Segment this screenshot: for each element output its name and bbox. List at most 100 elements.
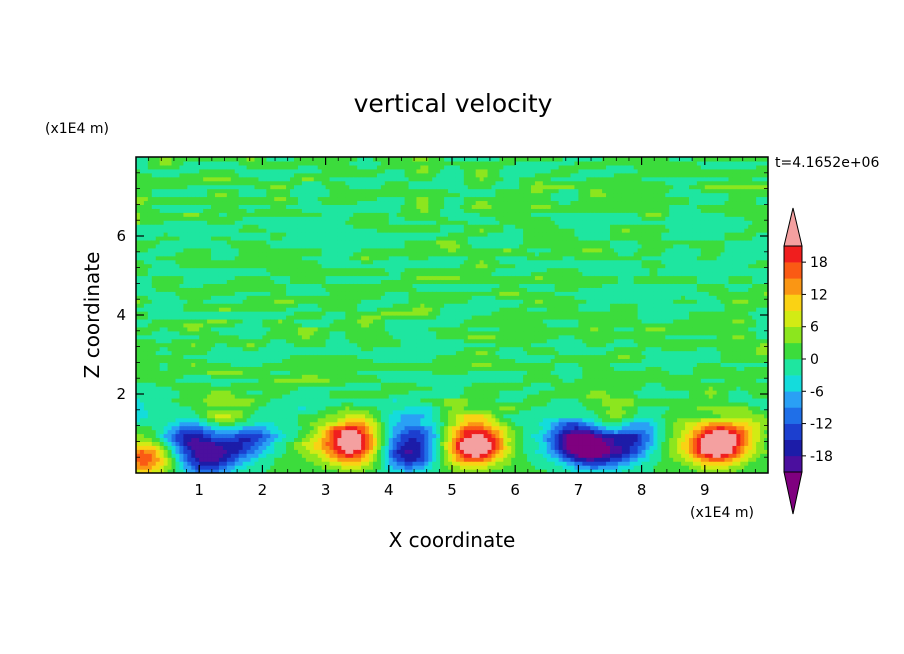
field-cell <box>139 378 145 383</box>
field-cell <box>191 283 196 288</box>
field-cell <box>313 409 319 415</box>
field-cell <box>286 228 291 233</box>
field-cell <box>317 326 323 332</box>
field-cell <box>341 326 346 332</box>
field-cell <box>191 259 196 265</box>
field-cell <box>191 160 196 166</box>
field-cell <box>199 453 204 458</box>
field-cell <box>294 311 299 316</box>
field-cell <box>207 303 212 308</box>
field-cell <box>222 374 228 379</box>
field-cell <box>294 196 299 202</box>
field-cell <box>337 287 342 292</box>
field-cell <box>361 303 366 308</box>
field-cell <box>313 334 319 340</box>
field-cell <box>262 433 267 439</box>
field-cell <box>309 354 315 360</box>
field-cell <box>230 465 236 470</box>
field-cell <box>282 374 287 379</box>
field-cell <box>175 358 181 363</box>
field-cell <box>329 275 335 281</box>
field-cell <box>163 358 169 363</box>
field-cell <box>329 441 335 446</box>
field-cell <box>341 251 346 257</box>
field-cell <box>333 164 339 170</box>
field-cell <box>183 283 188 288</box>
field-cell <box>151 295 157 300</box>
field-cell <box>155 180 161 186</box>
field-cell <box>341 342 346 348</box>
field-cell <box>329 358 335 363</box>
field-cell <box>321 421 327 427</box>
field-cell <box>282 192 287 198</box>
field-cell <box>234 168 240 174</box>
field-cell <box>309 311 315 316</box>
field-cell <box>266 378 271 383</box>
field-cell <box>203 370 208 375</box>
field-cell <box>317 228 323 233</box>
field-cell <box>203 425 208 431</box>
field-cell <box>207 437 212 442</box>
field-cell <box>278 216 283 221</box>
field-cell <box>238 457 244 462</box>
field-cell <box>337 180 342 186</box>
field-cell <box>266 374 271 379</box>
field-cell <box>349 164 354 170</box>
field-cell <box>187 318 192 324</box>
field-cell <box>337 220 342 225</box>
field-cell <box>270 311 275 316</box>
field-cell <box>380 445 386 450</box>
field-cell <box>151 251 157 257</box>
field-cell <box>325 429 331 435</box>
field-cell <box>230 322 236 328</box>
field-cell <box>337 271 342 277</box>
field-cell <box>274 184 279 190</box>
field-cell <box>317 469 323 473</box>
field-cell <box>317 397 323 403</box>
field-cell <box>199 370 204 375</box>
field-cell <box>317 413 323 419</box>
field-cell <box>211 243 216 249</box>
field-cell <box>321 295 327 300</box>
field-cell <box>337 247 342 253</box>
field-cell <box>337 469 342 473</box>
field-cell <box>167 220 173 225</box>
field-cell <box>167 299 173 304</box>
field-cell <box>222 228 228 233</box>
field-cell <box>361 457 366 462</box>
field-cell <box>163 465 169 470</box>
field-cell <box>207 160 212 166</box>
field-cell <box>380 346 386 352</box>
field-cell <box>345 200 350 205</box>
field-cell <box>270 397 275 403</box>
field-cell <box>357 338 362 344</box>
field-cell <box>333 453 339 458</box>
field-cell <box>187 445 192 450</box>
field-cell <box>163 390 169 395</box>
field-cell <box>136 465 141 470</box>
field-cell <box>266 382 271 387</box>
field-cell <box>376 172 382 178</box>
field-cell <box>179 378 184 383</box>
field-cell <box>175 164 181 170</box>
field-cell <box>238 299 244 304</box>
field-cell <box>143 212 149 217</box>
field-cell <box>155 188 161 194</box>
field-cell <box>175 291 181 296</box>
field-cell <box>345 405 350 411</box>
field-cell <box>195 164 200 170</box>
field-cell <box>179 390 184 395</box>
field-cell <box>258 334 263 340</box>
field-cell <box>230 378 236 383</box>
field-cell <box>333 212 339 217</box>
field-cell <box>203 184 208 190</box>
field-cell <box>317 184 323 190</box>
field-cell <box>365 386 370 391</box>
field-cell <box>159 342 165 348</box>
field-cell <box>380 441 386 446</box>
field-cell <box>286 275 291 281</box>
field-cell <box>246 417 252 423</box>
field-cell <box>349 461 354 466</box>
field-cell <box>337 176 342 182</box>
field-cell <box>353 208 358 213</box>
